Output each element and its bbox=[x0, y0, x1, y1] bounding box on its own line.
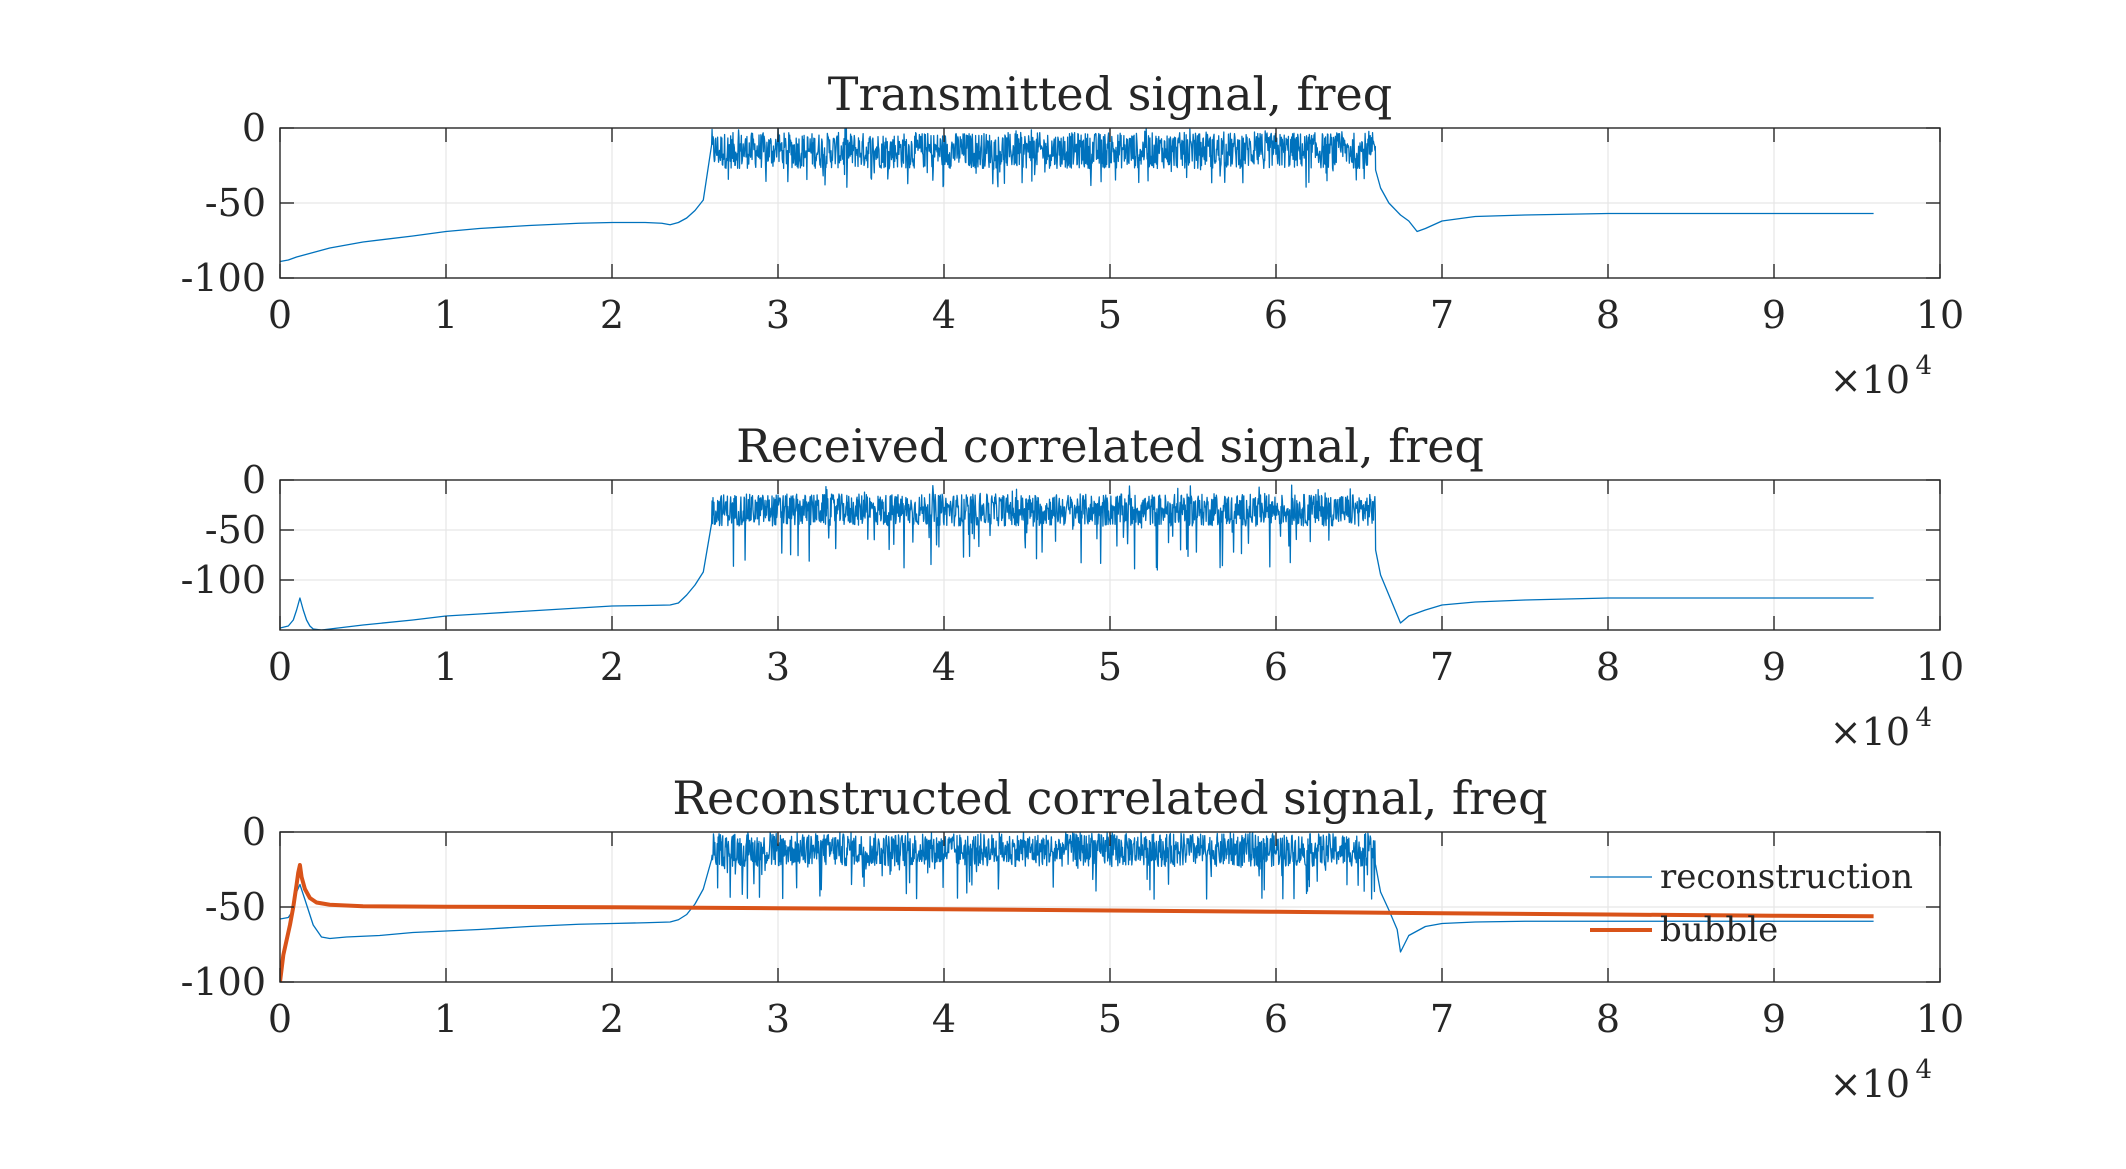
x-tick-label: 8 bbox=[1596, 293, 1620, 337]
legend: reconstruction bubble bbox=[1590, 857, 1913, 950]
x-tick-label: 6 bbox=[1264, 997, 1288, 1041]
x-exponent-label: ×10 bbox=[1830, 710, 1910, 754]
y-tick-label: 0 bbox=[242, 458, 266, 502]
x-tick-label: 6 bbox=[1264, 293, 1288, 337]
y-tick-label: -50 bbox=[205, 885, 266, 929]
x-tick-label: 2 bbox=[600, 645, 624, 689]
subplot-title: Received correlated signal, freq bbox=[736, 419, 1484, 473]
x-tick-label: 3 bbox=[766, 997, 790, 1041]
legend-label: bubble bbox=[1660, 910, 1778, 950]
ticks: 0 1 2 3 4 5 6 7 8 9 10 0 -50 -100 bbox=[181, 106, 1965, 337]
x-tick-label: 7 bbox=[1430, 997, 1454, 1041]
x-exponent-power: 4 bbox=[1915, 351, 1932, 381]
x-tick-label: 2 bbox=[600, 293, 624, 337]
legend-label: reconstruction bbox=[1660, 857, 1913, 897]
x-tick-label: 1 bbox=[434, 645, 458, 689]
y-tick-label: -100 bbox=[181, 256, 266, 300]
grid bbox=[280, 480, 1940, 630]
x-tick-label: 5 bbox=[1098, 645, 1122, 689]
ticks: 0 1 2 3 4 5 6 7 8 9 10 0 -50 -100 bbox=[181, 810, 1965, 1041]
x-tick-label: 8 bbox=[1596, 645, 1620, 689]
x-tick-label: 4 bbox=[932, 997, 956, 1041]
x-exponent-power: 4 bbox=[1915, 703, 1932, 733]
x-tick-label: 4 bbox=[932, 645, 956, 689]
subplot-title: Reconstructed correlated signal, freq bbox=[672, 771, 1547, 825]
series-line-signal bbox=[280, 484, 1874, 630]
x-tick-label: 1 bbox=[434, 997, 458, 1041]
x-tick-label: 7 bbox=[1430, 293, 1454, 337]
x-tick-label: 10 bbox=[1916, 645, 1964, 689]
x-tick-label: 3 bbox=[766, 645, 790, 689]
y-tick-label: 0 bbox=[242, 106, 266, 150]
subplot-transmitted: Transmitted signal, freq 0 1 2 3 4 5 6 7 8 9 10 0 -5… bbox=[181, 67, 1965, 402]
x-tick-label: 10 bbox=[1916, 997, 1964, 1041]
x-tick-label: 4 bbox=[932, 293, 956, 337]
y-tick-label: -50 bbox=[205, 181, 266, 225]
series-line-reconstruction bbox=[280, 832, 1874, 953]
x-tick-label: 0 bbox=[268, 645, 292, 689]
x-tick-label: 2 bbox=[600, 997, 624, 1041]
x-exponent-label: ×10 bbox=[1830, 1062, 1910, 1106]
x-tick-label: 9 bbox=[1762, 997, 1786, 1041]
x-tick-label: 1 bbox=[434, 293, 458, 337]
x-tick-label: 3 bbox=[766, 293, 790, 337]
subplot-reconstructed: Reconstructed correlated signal, freq 0 1… bbox=[181, 771, 1965, 1106]
y-tick-label: -50 bbox=[205, 508, 266, 552]
x-tick-label: 9 bbox=[1762, 293, 1786, 337]
x-tick-label: 5 bbox=[1098, 997, 1122, 1041]
x-exponent-power: 4 bbox=[1915, 1055, 1932, 1085]
x-tick-label: 5 bbox=[1098, 293, 1122, 337]
x-tick-label: 6 bbox=[1264, 645, 1288, 689]
x-tick-label: 0 bbox=[268, 293, 292, 337]
x-tick-label: 7 bbox=[1430, 645, 1454, 689]
x-tick-label: 0 bbox=[268, 997, 292, 1041]
x-exponent-label: ×10 bbox=[1830, 358, 1910, 402]
y-tick-label: -100 bbox=[181, 558, 266, 602]
ticks: 0 1 2 3 4 5 6 7 8 9 10 0 -50 -100 bbox=[181, 458, 1965, 689]
subplot-received: Received correlated signal, freq 0 1 2 3 4 5 6… bbox=[181, 419, 1965, 754]
x-tick-label: 9 bbox=[1762, 645, 1786, 689]
x-tick-label: 10 bbox=[1916, 293, 1964, 337]
series-line-signal bbox=[280, 128, 1874, 263]
y-tick-label: 0 bbox=[242, 810, 266, 854]
series-line-bubble bbox=[280, 863, 1874, 982]
grid bbox=[280, 128, 1940, 278]
y-tick-label: -100 bbox=[181, 960, 266, 1004]
x-tick-label: 8 bbox=[1596, 997, 1620, 1041]
subplot-title: Transmitted signal, freq bbox=[828, 67, 1392, 121]
